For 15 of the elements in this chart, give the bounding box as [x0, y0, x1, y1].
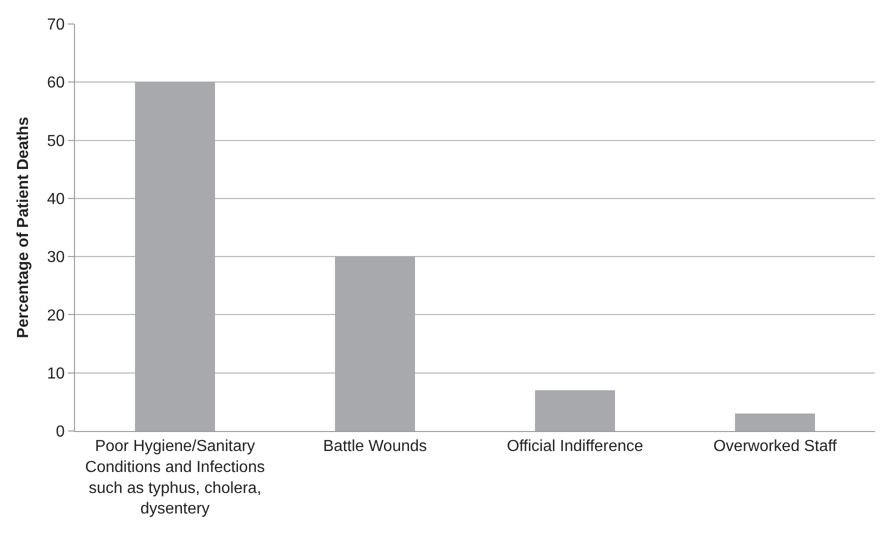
y-axis-title: Percentage of Patient Deaths [14, 116, 32, 338]
y-tick-label: 30 [47, 249, 65, 266]
x-tick-label: Poor Hygiene/Sanitary Conditions and Infections such as typhus, cholera, dysentery [85, 438, 265, 518]
bar [735, 414, 815, 431]
y-tick-label: 10 [47, 365, 65, 382]
y-tick-label: 60 [47, 74, 65, 92]
y-tick-label: 40 [47, 191, 65, 208]
x-tick-label: Battle Wounds [323, 438, 427, 456]
x-tick-label: Official Indifference [506, 438, 644, 456]
bar [535, 390, 615, 431]
y-tick-label: 70 [47, 16, 65, 34]
x-tick-label: Overworked Staff [713, 438, 838, 456]
y-tick-label: 50 [47, 132, 65, 150]
y-tick-label: 20 [47, 307, 65, 324]
y-tick-label: 0 [56, 424, 65, 441]
